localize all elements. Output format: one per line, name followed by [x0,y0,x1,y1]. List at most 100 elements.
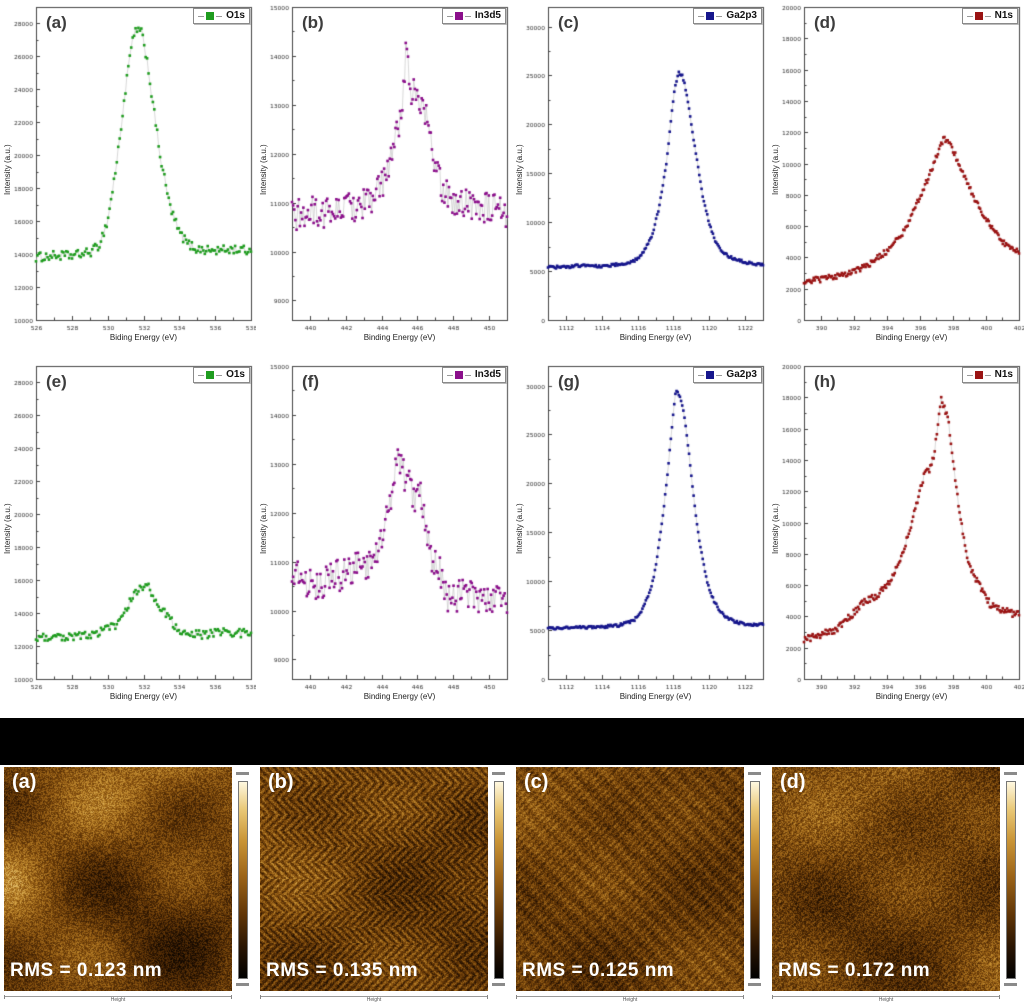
xps-plot-canvas-e [0,359,256,718]
colorbar-bottom-label [1004,983,1017,986]
x-axis-label: Binding Energy (eV) [619,692,692,701]
afm-scale-bar: Height [260,995,488,1004]
xps-plot-canvas-a [0,0,256,359]
panel-letter: (b) [302,13,324,32]
legend-line-icon [446,374,453,376]
legend-line-icon [198,15,205,17]
x-axis-label: Binding Energy (eV) [619,333,692,342]
afm-scale-bar: Height [516,995,744,1004]
afm-panel-c: (c) RMS = 0.125 nm Height [512,765,768,1008]
afm-panel-a: (a) RMS = 0.123 nm Height [0,765,256,1008]
xps-plot-canvas-c [512,0,768,359]
legend-marker-icon [454,12,463,20]
xps-panel-e: Intensity (a.u.) (e) O1s Biding Energy (… [0,359,256,718]
x-axis-label: Binding Energy (eV) [363,692,436,701]
y-axis-label: Intensity (a.u.) [259,144,268,196]
legend: Ga2p3 [693,8,762,24]
afm-panel-letter: (d) [780,771,806,793]
legend-marker-icon [206,371,215,379]
legend-line-icon [966,374,973,376]
legend-line-icon [198,374,205,376]
panel-letter: (d) [814,13,836,32]
xps-plot-canvas-g [512,359,768,718]
legend: In3d5 [441,367,506,383]
legend-line-icon [716,15,723,17]
legend-label: O1s [226,369,245,380]
legend-marker-icon [706,12,715,20]
legend-line-icon [716,374,723,376]
legend-label: N1s [994,369,1013,380]
rms-value-label: RMS = 0.125 nm [522,960,675,981]
scale-left-tick [516,995,517,999]
panel-letter: (h) [814,372,836,391]
xps-panel-g: Intensity (a.u.) (g) Ga2p3 Binding Energ… [512,359,768,718]
legend: O1s [193,367,250,383]
panel-letter: (f) [302,372,319,391]
xps-panel-b: Intensity (a.u.) (b) In3d5 Binding Energ… [256,0,512,359]
afm-panel-d: (d) RMS = 0.172 nm Height [768,765,1024,1008]
legend-marker-icon [974,371,983,379]
afm-panel-letter: (b) [268,771,294,793]
y-axis-label: Intensity (a.u.) [3,503,12,555]
xps-panel-c: Intensity (a.u.) (c) Ga2p3 Binding Energ… [512,0,768,359]
afm-image-b [260,767,488,991]
legend: Ga2p3 [693,367,762,383]
afm-panel-letter: (c) [524,771,549,793]
legend: N1s [961,8,1018,24]
scale-label: Height [110,997,126,1003]
afm-scale-bar: Height [4,995,232,1004]
xps-plot-canvas-d [768,0,1024,359]
xps-panel-f: Intensity (a.u.) (f) In3d5 Binding Energ… [256,359,512,718]
height-colorbar [494,781,504,979]
legend-marker-icon [454,371,463,379]
afm-image-d [772,767,1000,991]
afm-scale-bar: Height [772,995,1000,1004]
xps-plot-canvas-b [256,0,512,359]
afm-image-row: (a) RMS = 0.123 nm Height (b) RMS = 0.13… [0,765,1024,1008]
legend: In3d5 [441,8,506,24]
xps-panel-h: Intensity (a.u.) (h) N1s Binding Energy … [768,359,1024,718]
scale-left-tick [4,995,5,999]
x-axis-label: Binding Energy (eV) [875,692,948,701]
legend: N1s [961,367,1018,383]
rms-value-label: RMS = 0.123 nm [10,960,163,981]
xps-plot-canvas-h [768,359,1024,718]
legend-label: In3d5 [474,10,501,21]
height-colorbar [750,781,760,979]
xps-panel-d: Intensity (a.u.) (d) N1s Binding Energy … [768,0,1024,359]
scale-left-tick [260,995,261,999]
xps-panel-a: Intensity (a.u.) (a) O1s Biding Energy (… [0,0,256,359]
afm-panel-b: (b) RMS = 0.135 nm Height [256,765,512,1008]
legend-marker-icon [206,12,215,20]
xps-plot-canvas-f [256,359,512,718]
rms-value-label: RMS = 0.135 nm [266,960,419,981]
legend-label: Ga2p3 [726,10,757,21]
colorbar-top-label [748,772,761,775]
afm-panel-letter: (a) [12,771,37,793]
legend-line-icon [464,15,471,17]
rms-value-label: RMS = 0.172 nm [778,960,931,981]
y-axis-label: Intensity (a.u.) [771,503,780,555]
y-axis-label: Intensity (a.u.) [515,144,524,196]
scale-label: Height [878,997,894,1003]
x-axis-label: Biding Energy (eV) [109,333,178,342]
scale-right-tick [487,995,488,999]
panel-letter: (g) [558,372,580,391]
x-axis-label: Binding Energy (eV) [363,333,436,342]
legend-line-icon [216,15,223,17]
legend-line-icon [984,374,991,376]
legend-line-icon [698,15,705,17]
colorbar-top-label [236,772,249,775]
legend-marker-icon [974,12,983,20]
afm-image-c [516,767,744,991]
legend-label: Ga2p3 [726,369,757,380]
y-axis-label: Intensity (a.u.) [771,144,780,196]
legend-label: In3d5 [474,369,501,380]
legend-line-icon [446,15,453,17]
x-axis-label: Binding Energy (eV) [875,333,948,342]
legend-line-icon [984,15,991,17]
legend-line-icon [966,15,973,17]
scale-right-tick [231,995,232,999]
scale-label: Height [366,997,382,1003]
y-axis-label: Intensity (a.u.) [3,144,12,196]
